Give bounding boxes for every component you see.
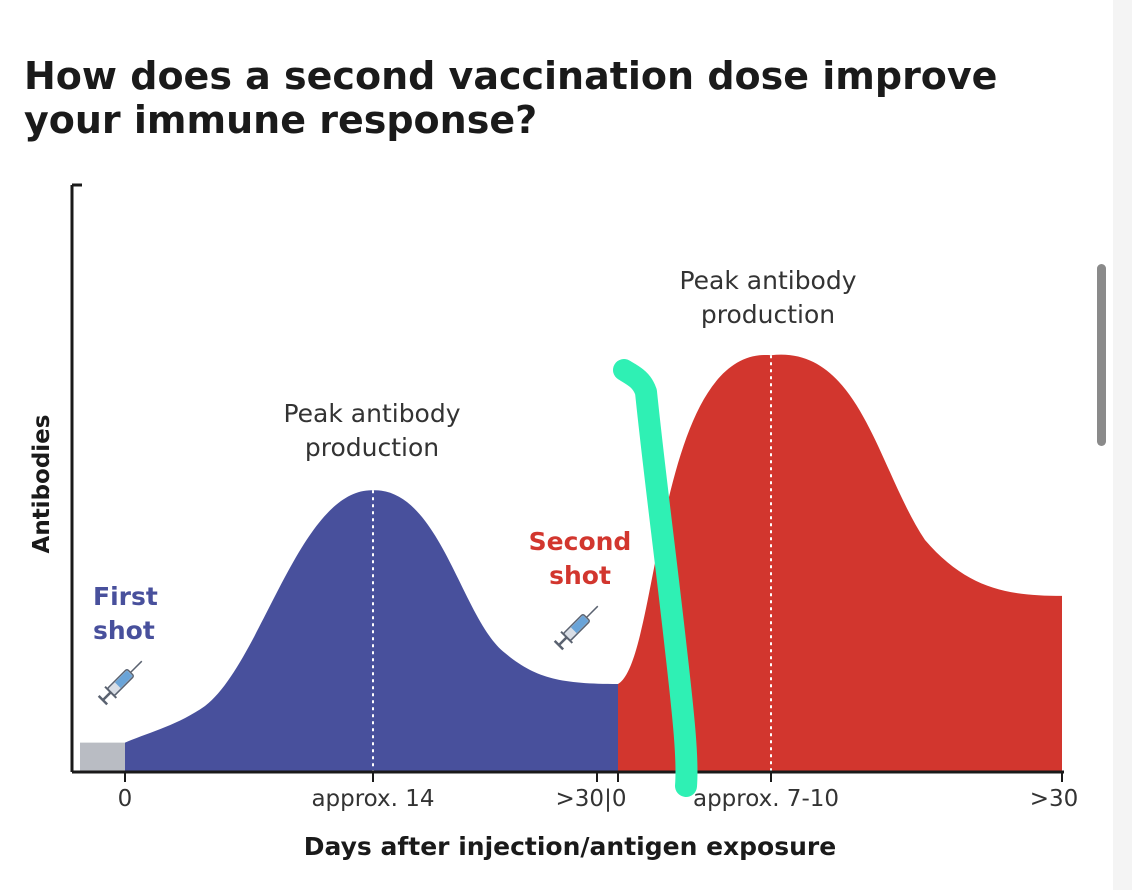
second-shot-label: Second shot: [500, 525, 660, 593]
annotation-line: Peak antibody: [679, 266, 857, 295]
annotation-line: production: [700, 300, 836, 329]
first-shot-label-line: First: [93, 582, 158, 611]
hand-drawn-marker-stroke: [613, 359, 698, 797]
page-title: How does a second vaccination dose impro…: [24, 54, 998, 142]
second-dose-area: [618, 354, 1062, 772]
annotation-line: Peak antibody: [283, 399, 461, 428]
x-tick-label: 0: [117, 786, 133, 812]
first-dose-area: [125, 490, 618, 772]
x-tick-label: >30: [1029, 786, 1079, 812]
annotation-line: production: [304, 433, 440, 462]
baseline-area: [80, 742, 125, 772]
second-shot-label-line: Second: [528, 527, 632, 556]
x-tick-marks: [124, 772, 1063, 782]
second-shot-label-line: shot: [549, 561, 611, 590]
first-shot-label: First shot: [93, 580, 158, 648]
syringe-icon: [553, 605, 599, 651]
x-tick-label: approx. 14: [311, 786, 435, 812]
scrollbar-thumb[interactable]: [1097, 264, 1106, 446]
x-axis-label: Days after injection/antigen exposure: [303, 832, 837, 861]
first-shot-label-line: shot: [93, 616, 155, 645]
syringe-icon: [97, 660, 143, 706]
x-tick-label: approx. 7-10: [692, 786, 840, 812]
x-tick-label: >30|0: [555, 786, 627, 812]
first-peak-annotation: Peak antibody production: [232, 397, 512, 465]
y-axis-label: Antibodies: [29, 414, 55, 554]
second-peak-annotation: Peak antibody production: [628, 264, 908, 332]
page-edge-strip: [1113, 0, 1132, 890]
